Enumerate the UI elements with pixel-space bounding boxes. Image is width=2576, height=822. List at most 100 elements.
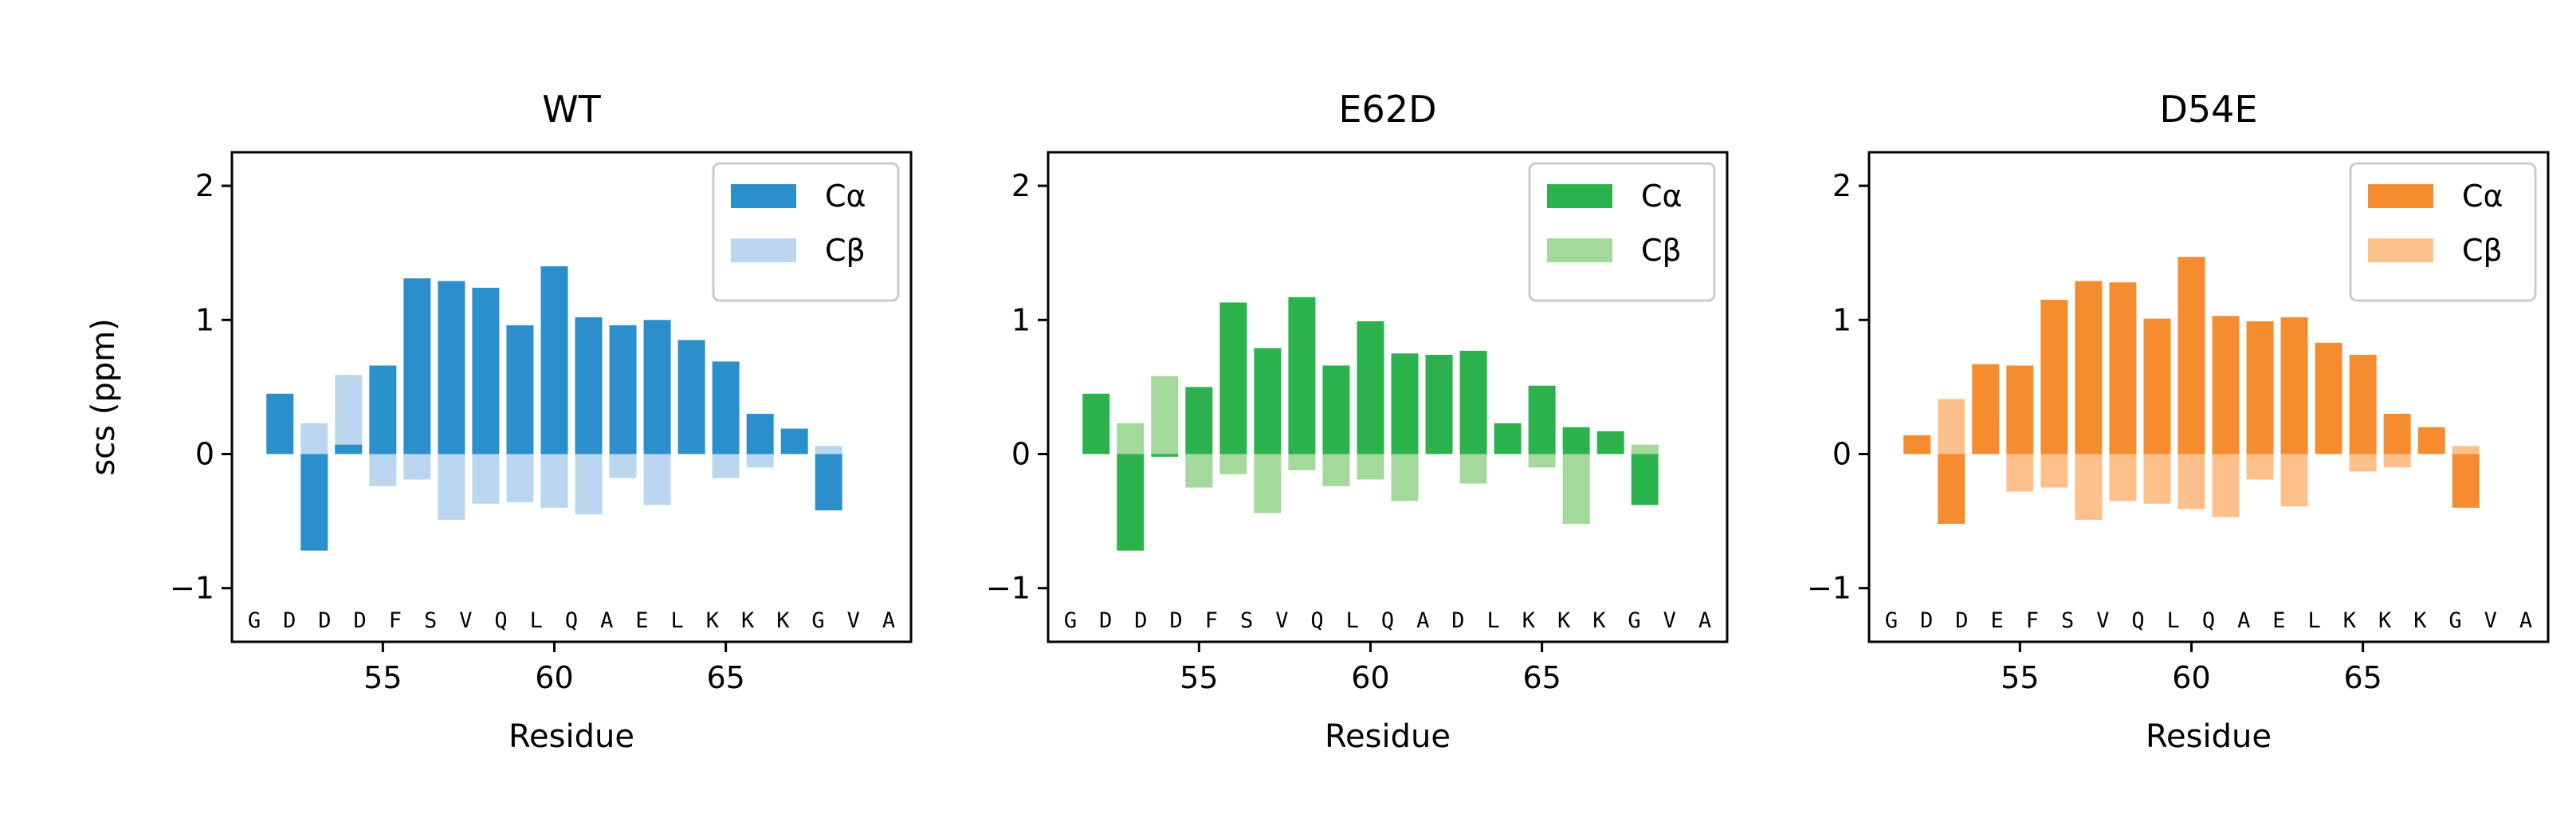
residue-letter: A [882, 608, 895, 633]
y-tick-label: −1 [170, 571, 214, 606]
ca-bar-67 [1596, 431, 1624, 454]
ca-bar-68 [815, 454, 842, 511]
ca-bar-63 [1459, 350, 1487, 454]
residue-letter: K [1592, 608, 1606, 633]
residue-letter: A [600, 608, 613, 633]
ca-bar-58 [2109, 282, 2137, 454]
residue-letter: K [776, 608, 790, 633]
residue-letter: V [2096, 608, 2109, 633]
x-tick-label: 60 [1351, 660, 1389, 695]
legend: Cα Cβ [712, 162, 900, 302]
residue-letter: V [459, 608, 472, 633]
legend-box [712, 162, 900, 302]
ca-bar-66 [1562, 427, 1590, 454]
cb-bar-68 [2452, 446, 2480, 454]
ca-bar-59 [506, 325, 534, 454]
residue-letter: F [2026, 608, 2039, 633]
plot-frame [1046, 151, 1729, 643]
ca-bar-64 [1494, 423, 1522, 454]
cb-bar-65 [712, 454, 740, 478]
y-tick-label: 0 [1832, 436, 1852, 471]
legend-box [1528, 162, 1716, 302]
cb-bar-60 [1357, 454, 1384, 480]
legend-swatch-cb [1547, 238, 1612, 262]
residue-letter: L [1346, 608, 1359, 633]
ca-bar-57 [1254, 348, 1282, 454]
cb-bar-53 [300, 423, 328, 454]
ca-bar-58 [1288, 297, 1316, 454]
residue-letter: Q [494, 608, 507, 633]
residue-letter: F [1205, 608, 1218, 633]
x-axis-label: Residue [1325, 718, 1451, 755]
x-tick-label: 55 [2001, 660, 2039, 695]
residue-letter: V [1275, 608, 1288, 633]
cb-bar-58 [1288, 454, 1316, 470]
ca-bar-54 [335, 444, 363, 454]
legend-label: Cβ [2462, 233, 2503, 268]
residue-letter: D [318, 608, 331, 633]
residue-letter: F [389, 608, 402, 633]
ca-bar-52 [266, 393, 294, 454]
cb-bar-55 [1185, 454, 1213, 488]
chart-title: WT [542, 88, 601, 131]
residue-letter: Q [2131, 608, 2144, 633]
residue-letter: D [1170, 608, 1183, 633]
x-tick-label: 60 [535, 660, 573, 695]
legend: Cα Cβ [1528, 162, 1716, 302]
y-tick-label: 2 [1011, 168, 1031, 203]
residue-letter: G [2448, 608, 2461, 633]
ca-bar-53 [1117, 454, 1145, 551]
cb-bar-56 [2040, 454, 2068, 488]
cb-bar-68 [815, 446, 842, 454]
cb-bar-65 [2349, 454, 2377, 472]
x-tick-label: 65 [706, 660, 744, 695]
cb-bar-60 [540, 454, 568, 508]
ca-bar-53 [300, 454, 328, 551]
residue-letter: L [2308, 608, 2321, 633]
cb-bar-60 [2177, 454, 2205, 509]
cb-bar-59 [1322, 454, 1350, 486]
x-tick-label: 65 [2343, 660, 2382, 695]
residue-letter: K [706, 608, 720, 633]
cb-bar-53 [1117, 423, 1145, 454]
ca-bar-56 [1219, 302, 1247, 454]
cb-bar-63 [1459, 454, 1487, 484]
cb-bar-68 [1631, 444, 1659, 454]
cb-bar-54 [335, 375, 363, 454]
ca-bar-66 [2383, 414, 2411, 454]
ca-bar-63 [643, 320, 671, 454]
residue-letter: V [2484, 608, 2497, 633]
ca-bar-60 [1357, 321, 1384, 454]
residue-letter: A [2237, 608, 2250, 633]
residue-letter: D [1451, 608, 1464, 633]
residue-letter: Q [1310, 608, 1323, 633]
residue-letter: D [283, 608, 296, 633]
ca-bar-54 [1972, 364, 2000, 454]
residue-letter: K [2378, 608, 2392, 633]
ca-bar-52 [1903, 435, 1931, 454]
residue-letter: D [1955, 608, 1968, 633]
residue-letter: S [1240, 608, 1253, 633]
ca-bar-66 [746, 414, 774, 454]
ca-bar-56 [2040, 300, 2068, 454]
ca-bar-60 [2177, 257, 2205, 454]
residue-letter: S [424, 608, 437, 633]
x-axis-label: Residue [2146, 718, 2272, 755]
cb-bar-59 [506, 454, 534, 503]
cb-bar-58 [2109, 454, 2137, 501]
ca-bar-64 [677, 340, 705, 454]
cb-bar-55 [2006, 454, 2034, 492]
cb-bar-66 [746, 454, 774, 468]
residue-letter: A [2519, 608, 2532, 633]
y-tick-label: 2 [1832, 168, 1852, 203]
ca-bar-68 [2452, 454, 2480, 508]
cb-bar-54 [1151, 376, 1179, 454]
residue-letter: G [811, 608, 824, 633]
ca-bar-61 [575, 317, 603, 454]
residue-letter: L [530, 608, 543, 633]
ca-bar-54 [1151, 454, 1179, 457]
ca-bar-55 [2006, 365, 2034, 454]
cb-bar-56 [1219, 454, 1247, 474]
cb-bar-59 [2143, 454, 2171, 504]
